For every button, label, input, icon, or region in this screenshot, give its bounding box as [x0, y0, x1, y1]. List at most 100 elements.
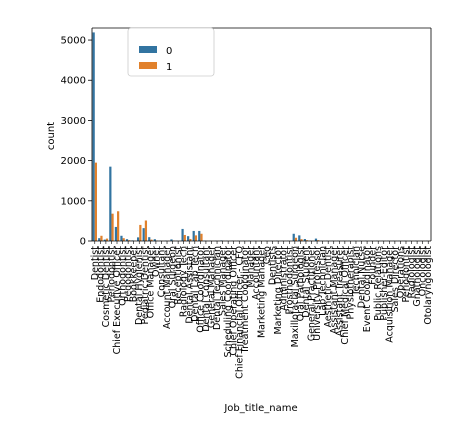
bar-series-1: [200, 233, 203, 241]
x-tick-label: Treatment Coordinator: [240, 246, 251, 354]
bar-series-0: [103, 239, 106, 241]
legend-swatch-1: [139, 62, 157, 69]
legend: 0 1: [127, 27, 215, 77]
x-axis-label: Job_title_name: [223, 403, 297, 414]
bar-series-0: [142, 228, 145, 241]
y-tick-label: 4000: [61, 76, 86, 87]
x-tick-label: General Manager: [206, 246, 217, 328]
x-tick-label: Marketing Director: [273, 246, 284, 335]
bar-series-0: [92, 32, 95, 241]
x-tick-label: Bookkeeper: [129, 246, 140, 302]
bar-series-0: [170, 239, 173, 241]
x-tick-label: Pedodontist: [123, 246, 134, 302]
bar-series-1: [189, 238, 192, 241]
x-tick-label: Acquisition Manager: [384, 246, 395, 343]
x-tick-label: Receptionist: [173, 246, 184, 305]
bar-series-0: [181, 228, 184, 241]
x-tick-label: Publisher-Editor: [379, 246, 390, 321]
bar-series-1: [150, 239, 153, 241]
x-tick-label: Public Relations: [373, 246, 384, 321]
bar-series-1: [117, 211, 120, 241]
y-tick-label: 1000: [61, 196, 86, 207]
x-tick-label: Periodontist: [106, 246, 117, 303]
x-tick-label: Chief Executive Officer: [112, 246, 123, 355]
bar-series-0: [98, 238, 101, 241]
x-tick-label: University Professor: [312, 246, 323, 341]
bar-series-0: [109, 166, 112, 241]
bar-series-0: [192, 230, 195, 241]
x-tick-label: Sales Director: [390, 246, 401, 313]
x-tick-label: Dental Nurse: [357, 246, 368, 308]
x-tick-label: Accountant: [251, 246, 262, 300]
bar-series-1: [139, 224, 142, 241]
bar-series-0: [187, 236, 190, 241]
bar-series-1: [105, 238, 109, 241]
bar-series-1: [94, 162, 97, 241]
y-tick-label: 2000: [61, 156, 86, 167]
bar-series-1: [100, 235, 103, 241]
x-tick-label: Owner: [151, 246, 162, 277]
bar-series-0: [314, 238, 318, 241]
bar-series-0: [298, 235, 301, 241]
x-tick-label: Chief Medical Officer: [340, 246, 351, 345]
bar-series-0: [303, 238, 306, 241]
x-tick-label: Scheduling Coordinator: [223, 246, 234, 358]
y-tick-label: 5000: [61, 36, 86, 47]
y-axis: 0 1000 2000 3000 4000 5000: [61, 36, 92, 248]
x-tick-label: Administrator: [279, 246, 290, 311]
legend-label-0: 0: [166, 46, 172, 57]
x-tick-label: Dentists: [268, 246, 279, 285]
x-tick-label: Physiotherapist: [345, 246, 356, 320]
x-tick-label: Chief Operating Officer: [229, 246, 240, 356]
bar-series-0: [148, 237, 151, 241]
x-tick-label: Endodontist: [95, 246, 106, 303]
x-tick-label: Oncologist: [418, 246, 429, 297]
x-tick-label: Event Coordinator: [362, 246, 373, 332]
bar-series-0: [137, 237, 140, 241]
x-tick-label: Chief Financial Officer - CFO: [234, 246, 245, 379]
x-tick-label: Account Manager: [162, 246, 173, 329]
x-tick-label: Oral Surgeon: [168, 246, 179, 308]
x-tick-label: Assistant Treasurer: [334, 246, 345, 337]
x-tick-label: Aesthetic Dentist: [323, 246, 334, 328]
x-tick-label: Dental Technician: [212, 246, 223, 330]
x-tick-label: Operations: [395, 246, 406, 298]
x-tick-label: Orthodontist: [118, 246, 129, 306]
x-tick-label: Manager: [245, 246, 256, 288]
x-tick-label: Cosmetic Dentist: [101, 246, 112, 328]
x-tick-label: Radiology Tech: [179, 246, 190, 317]
bar-series-1: [300, 239, 303, 241]
x-tick-label: Dental Assistant: [184, 246, 195, 324]
bar-series-0: [292, 233, 295, 241]
bar-series-1: [294, 237, 298, 241]
bar-series-1: [183, 234, 186, 241]
x-tick-label: Dental Hygienist: [134, 246, 145, 325]
x-tick-label: Otolaryngologist: [423, 246, 434, 325]
x-tick-label: Oral Pathologist: [295, 246, 306, 322]
x-tick-label: Maxillofacial Surgeon: [290, 246, 301, 347]
x-tick-label: Dentist: [90, 246, 101, 280]
bar-series-0: [198, 230, 201, 241]
x-tick-label: General Practitioner: [307, 246, 318, 341]
x-tick-label: Assistant Manager: [329, 246, 340, 334]
legend-swatch-0: [139, 46, 157, 53]
bar-series-0: [125, 239, 129, 241]
x-tick-label: Dental Student: [301, 246, 312, 318]
bar-series-1: [122, 238, 125, 241]
bar-series-0: [153, 239, 156, 241]
x-tick-label: Ceo: [262, 246, 273, 264]
x-tick-label: Gnathologist: [412, 246, 423, 307]
legend-label-1: 1: [166, 62, 172, 73]
x-tick-label: Marketing Manager: [257, 246, 268, 338]
bar-series-0: [120, 235, 123, 241]
bar-series-1: [144, 220, 148, 241]
y-tick-label: 0: [80, 237, 86, 248]
x-tick-label: Radiologist: [407, 246, 418, 299]
x-tick-label: Sales Manager: [218, 246, 229, 316]
x-tick-label: Lab Technician: [318, 246, 329, 316]
x-tick-label: Dental Lab Tech: [190, 246, 201, 322]
x-tick-label: Pediatric Dentist: [140, 246, 151, 325]
y-axis-label: count: [46, 122, 57, 150]
